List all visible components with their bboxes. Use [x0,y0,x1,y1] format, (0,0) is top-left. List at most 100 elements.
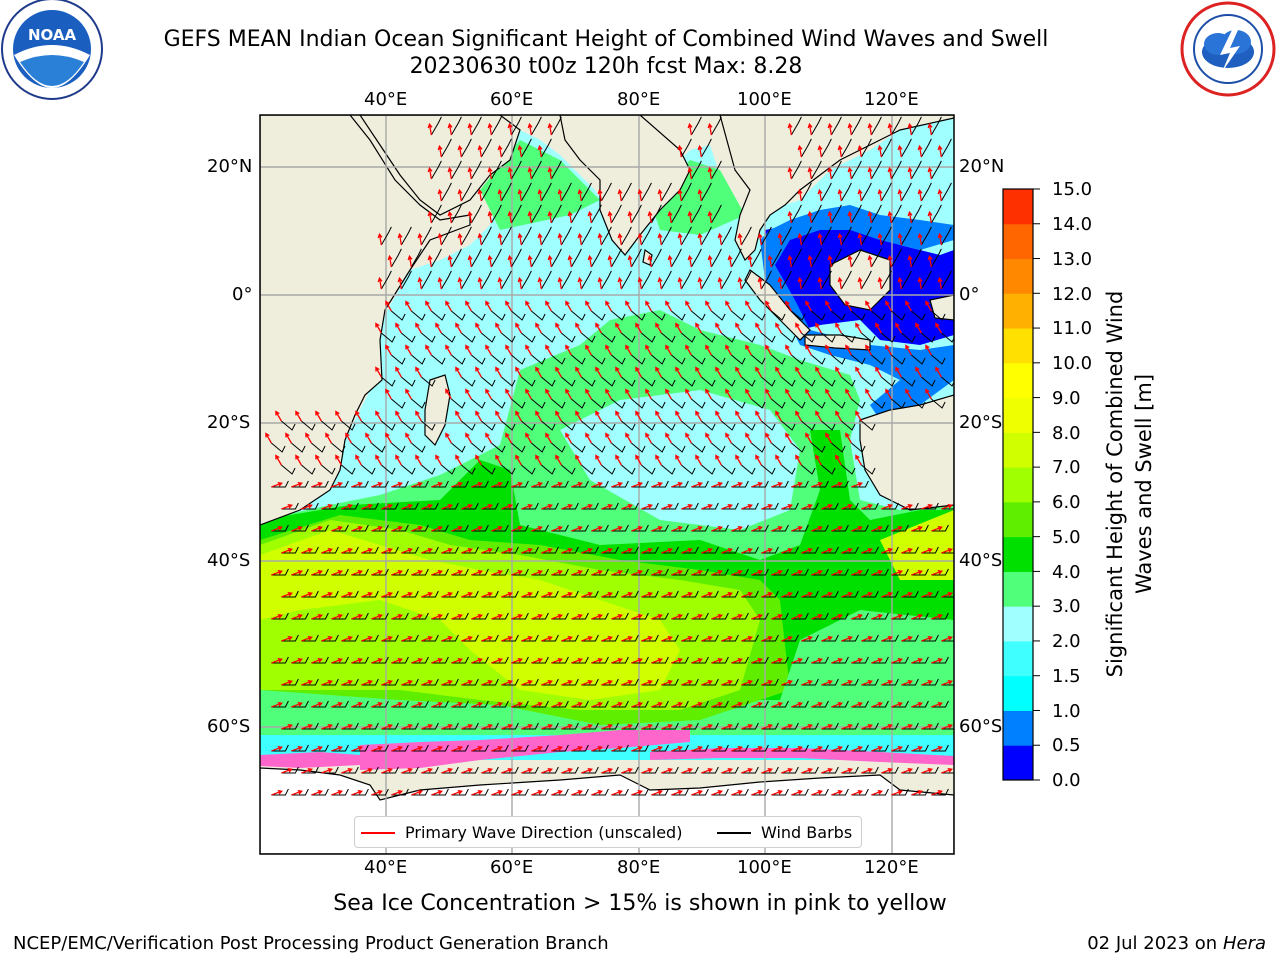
wave-direction-arrow [441,635,453,642]
wave-direction-arrow [931,569,943,576]
wind-barb [391,398,406,409]
wind-barb [651,612,669,620]
wind-barb [491,788,509,796]
wave-direction-arrow [701,767,713,774]
wave-direction-arrow [721,503,733,510]
wind-barb [660,226,672,246]
wind-barb [880,182,892,202]
wind-barb [581,678,599,686]
wave-direction-arrow [541,767,553,774]
wave-direction-arrow [441,767,453,774]
wind-barb [551,398,566,409]
wind-barb [751,568,769,576]
wind-barb [721,546,739,554]
colorbar-segment [1003,432,1033,468]
wind-barb [751,354,766,365]
wave-direction-arrow [801,767,813,774]
wave-direction-arrow [815,322,822,334]
wind-barb [851,398,866,409]
wave-direction-arrow [707,166,713,180]
wave-direction-arrow [511,569,523,576]
wind-barb [701,722,719,730]
wave-direction-arrow [931,613,943,620]
wind-barb [471,354,486,365]
wind-barb [940,138,952,158]
wave-direction-arrow [855,410,862,422]
wave-direction-arrow [847,166,853,180]
wind-barb [531,480,549,488]
wind-barb [461,420,476,431]
wind-barb [461,376,476,387]
wave-direction-arrow [927,210,933,224]
wind-barb [931,568,949,576]
wind-barb [620,226,632,246]
wave-direction-arrow [721,767,733,774]
wave-direction-arrow [855,454,862,466]
wave-direction-arrow [377,276,383,290]
wave-direction-arrow [611,613,623,620]
wind-barb [600,182,612,202]
wind-barb [871,700,889,708]
wind-barb [850,116,862,136]
wind-barb [531,612,549,620]
wave-direction-arrow [581,547,593,554]
wind-barb [700,226,712,246]
wind-barb [681,766,699,774]
wind-barb [721,634,739,642]
wave-direction-arrow [727,254,733,268]
wind-barb [611,524,629,532]
wave-direction-arrow [487,210,493,224]
wave-direction-arrow [721,723,733,730]
wave-direction-arrow [511,789,523,796]
wave-direction-arrow [791,613,803,620]
wind-barb [631,744,649,752]
wave-direction-arrow [891,613,903,620]
footer-branch: NCEP/EMC/Verification Post Processing Pr… [13,933,609,954]
wind-barb [821,464,836,475]
wind-barb [491,524,509,532]
wave-direction-arrow [565,388,572,400]
wind-barb [931,656,949,664]
wind-barb [840,138,852,158]
wind-barb [281,546,299,554]
wind-barb [421,722,439,730]
wind-barb [701,590,719,598]
wind-barb [361,464,376,475]
wind-barb [641,678,659,686]
wave-direction-arrow [521,635,533,642]
wave-direction-arrow [511,481,523,488]
wave-direction-arrow [701,547,713,554]
wave-direction-arrow [901,503,913,510]
wave-direction-arrow [351,657,363,664]
wave-direction-arrow [461,591,473,598]
wind-barb [801,502,819,510]
lon-tick-top: 60°E [490,89,534,110]
wind-barb [800,270,812,290]
wind-barb [691,788,709,796]
wind-barb [901,678,919,686]
wave-direction-arrow [601,547,613,554]
wave-direction-arrow [931,657,943,664]
wave-direction-arrow [785,388,792,400]
wave-direction-arrow [851,657,863,664]
wave-direction-arrow [891,789,903,796]
wave-direction-arrow [611,657,623,664]
wave-direction-arrow [731,657,743,664]
wind-barb [451,788,469,796]
wind-barb [661,502,679,510]
wave-direction-arrow [361,503,373,510]
wind-barb [441,546,459,554]
wind-barb [341,590,359,598]
wind-barb [631,788,649,796]
wave-direction-arrow [715,454,722,466]
wave-direction-arrow [807,166,813,180]
wave-direction-arrow [741,635,753,642]
wave-direction-arrow [581,679,593,686]
wind-barb [520,182,532,202]
wave-direction-arrow [595,410,602,422]
wave-direction-arrow [535,322,542,334]
wave-direction-arrow [777,232,783,246]
wave-direction-arrow [321,547,333,554]
wave-direction-arrow [705,432,712,444]
wave-direction-arrow [835,366,842,378]
